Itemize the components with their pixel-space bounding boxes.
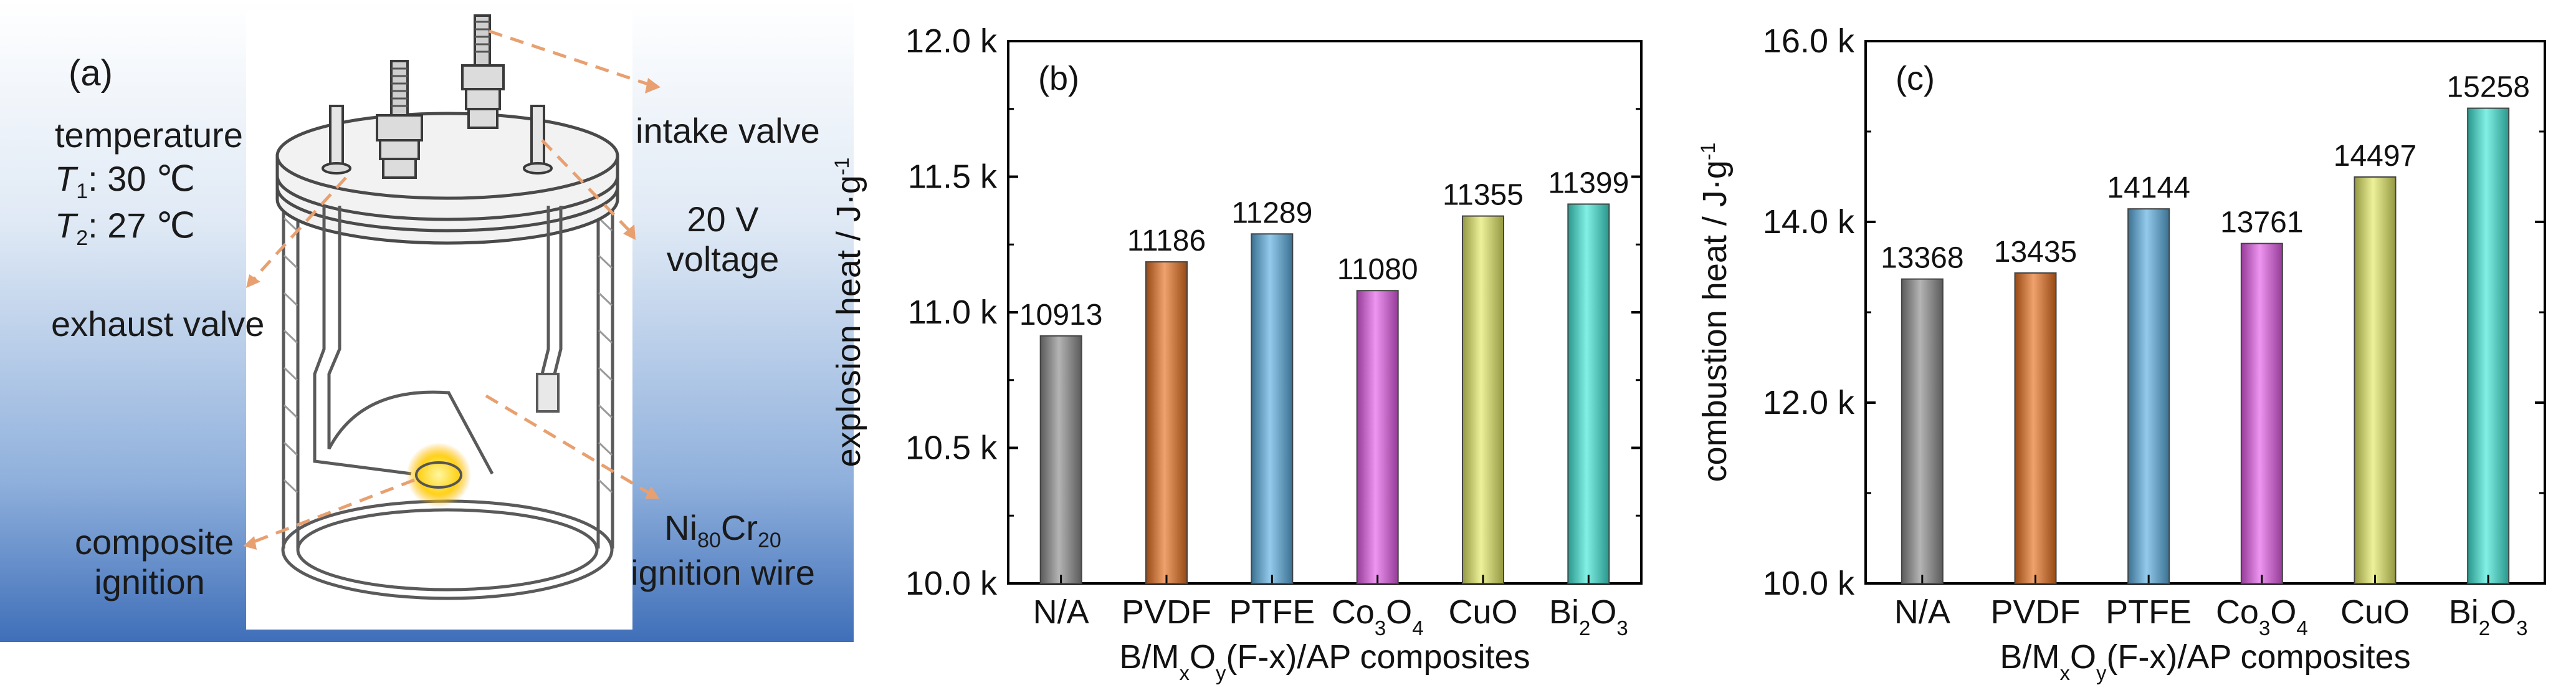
t1-symbol: T: [55, 159, 77, 198]
x-tick-label: CuO: [1448, 593, 1517, 631]
arrow-heads: [243, 78, 661, 550]
x-tick-label: N/A: [1894, 593, 1950, 631]
bar-value-label: 14497: [2334, 140, 2416, 173]
bar-bi2o3: [1567, 203, 1610, 584]
voltage-line-1: 20 V: [687, 199, 759, 239]
bar-pvdf: [2014, 272, 2057, 584]
t2-reading: T2: 27 ℃: [55, 206, 195, 251]
t1-value: : 30 ℃: [88, 159, 195, 198]
y-axis-label: explosion heat / J·g-1: [830, 158, 867, 467]
t1-reading: T1: 30 ℃: [55, 159, 195, 204]
panel-label: (b): [1038, 60, 1079, 97]
bar-ptfe: [1251, 233, 1294, 585]
y-tick-label: 12.0 k: [905, 22, 998, 60]
bar-value-label: 11399: [1548, 166, 1629, 199]
panel-label: (c): [1896, 60, 1935, 97]
y-tick-label: 10.0 k: [1763, 565, 1855, 602]
explosion-heat-chart: 10.0 k 10.5 k 11.0 k 11.5 k 12.0 k 10913 N/A 11…: [830, 22, 1643, 684]
bar-value-label: 13761: [2220, 206, 2303, 239]
t1-subscript: 1: [76, 180, 88, 204]
x-tick-label: PTFE: [2106, 593, 2192, 631]
bar-cuo: [1462, 215, 1504, 584]
wire-ni: Ni: [664, 508, 698, 547]
y-tick-label: 12.0 k: [1763, 384, 1855, 421]
plot-frame: [1864, 40, 2546, 585]
composite-ignition-label: composite ignition: [75, 522, 234, 603]
bar-value-label: 13368: [1881, 242, 1963, 275]
x-tick-label: PVDF: [1990, 593, 2080, 631]
x-tick-label: PVDF: [1122, 593, 1211, 631]
electrode-clamp: [536, 373, 560, 413]
voltage-label: 20 V voltage: [648, 199, 798, 280]
vessel: [281, 199, 614, 600]
bar-value-label: 15258: [2446, 71, 2529, 104]
x-tick-label: PTFE: [1229, 593, 1315, 631]
x-tick-label: Bi2O3: [1549, 593, 1628, 640]
combustion-heat-panel: 10.0 k 12.0 k 14.0 k 16.0 k 13368 N/A 13435 PVD…: [1682, 0, 2576, 692]
exhaust-valve-label: exhaust valve: [51, 304, 265, 343]
lid: [275, 112, 619, 245]
panel-a-label: (a): [69, 53, 113, 93]
y-tick-label: 10.0 k: [905, 565, 998, 602]
explosion-heat-panel: 10.0 k 10.5 k 11.0 k 11.5 k 12.0 k 10913 N/A 11…: [810, 0, 1682, 692]
bar-ptfe: [2127, 208, 2170, 584]
wire-line-2: ignition wire: [631, 553, 815, 593]
annotation-arrows: [251, 29, 649, 544]
y-tick-label: 11.0 k: [908, 294, 998, 331]
bar-value-label: 11080: [1337, 253, 1418, 286]
x-tick-label: Co3O4: [2216, 593, 2308, 640]
combustion-heat-chart: 10.0 k 12.0 k 14.0 k 16.0 k 13368 N/A 13435 PVD…: [1696, 22, 2546, 684]
x-axis-label: B/MxOy(F-x)/AP composites: [2000, 638, 2410, 684]
y-tick-label: 16.0 k: [1763, 22, 1855, 60]
plot-frame: [1007, 40, 1643, 585]
bar-cuo: [2354, 176, 2397, 584]
t2-symbol: T: [55, 206, 77, 245]
x-tick-label: Co3O4: [1332, 593, 1424, 640]
y-tick-label: 11.5 k: [908, 158, 998, 196]
x-tick-label: Bi2O3: [2449, 593, 2528, 640]
vessel-hatching: [283, 217, 613, 494]
bar-value-label: 14144: [2107, 171, 2190, 204]
wire-ni-sub: 80: [697, 529, 721, 553]
bar-pvdf: [1145, 261, 1188, 584]
bar-value-label: 10913: [1019, 299, 1102, 332]
t2-value: : 27 ℃: [88, 206, 195, 245]
t2-subscript: 2: [76, 226, 88, 251]
ignition-wire-label: Ni80Cr20 ignition wire: [626, 508, 819, 593]
x-axis-label: B/MxOy(F-x)/AP composites: [1119, 638, 1530, 684]
bar-value-label: 13435: [1994, 236, 2077, 269]
bar-na: [1039, 335, 1082, 584]
bar-value-label: 11186: [1127, 224, 1206, 257]
wire-cr: Cr: [720, 508, 758, 547]
x-tick-label: N/A: [1033, 593, 1089, 631]
schematic-panel: (a) temperature T1: 30 ℃ T2: 27 ℃ exhaus…: [0, 0, 854, 692]
bar-co3o4: [1356, 290, 1399, 584]
terminals: [322, 14, 553, 179]
composite-line-1: composite: [75, 522, 234, 562]
bar-co3o4: [2240, 242, 2283, 584]
y-tick-label: 14.0 k: [1763, 203, 1855, 241]
temperature-title: temperature: [55, 115, 243, 155]
y-tick-label: 10.5 k: [905, 429, 998, 467]
calorimeter-illustration: [0, 0, 854, 642]
voltage-line-2: voltage: [666, 239, 780, 279]
composite-line-2: ignition: [94, 562, 205, 602]
wire-cr-sub: 20: [757, 529, 781, 553]
bar-value-label: 11355: [1443, 179, 1524, 212]
intake-valve-label: intake valve: [636, 111, 820, 150]
crucible: [415, 461, 462, 489]
ignition-glow: [406, 443, 471, 507]
bar-na: [1901, 278, 1944, 584]
wire-line-1: Ni80Cr20: [626, 508, 819, 553]
bar-value-label: 11289: [1231, 196, 1312, 229]
bar-bi2o3: [2467, 107, 2510, 584]
y-axis-label: combustion heat / J·g-1: [1696, 143, 1734, 482]
x-tick-label: CuO: [2340, 593, 2410, 631]
thread-lines: [391, 21, 490, 107]
